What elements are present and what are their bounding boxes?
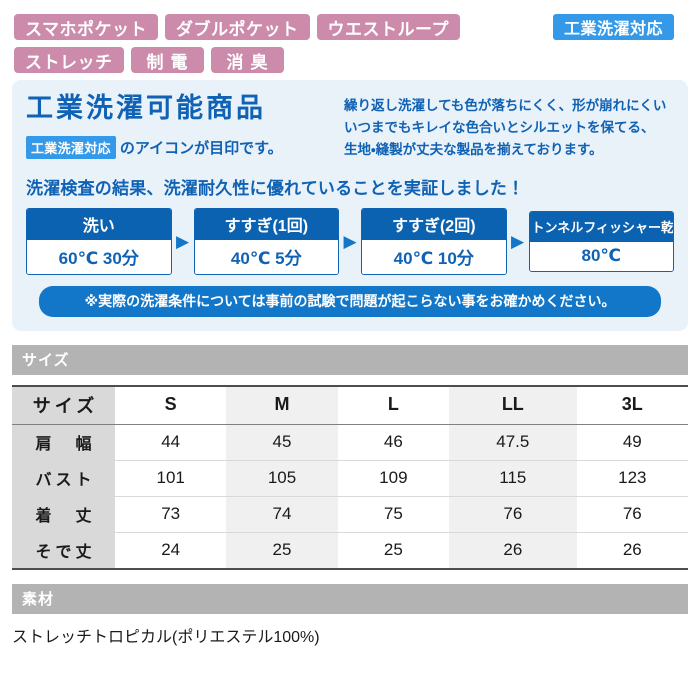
flow-step-wash-value: 60℃ 30分 [27,239,171,274]
size-cell-length-l: 75 [337,496,450,533]
badge-industrial-wash: 工業洗濯対応 [552,14,674,40]
size-table-col-size: サイズ [12,384,115,425]
panel-title: 工業洗濯可能商品 [26,93,266,123]
panel-description: 繰り返し洗濯しても色が落ちにくく、形が崩れにくい いつまでもキレイな色合いとシル… [344,92,674,161]
panel-top-row: 工業洗濯可能商品 工業洗濯対応 のアイコンが目印です。 繰り返し洗濯しても色が落… [26,92,674,161]
size-table-col-3l: 3L [576,384,688,425]
flow-arrow-icon-2: ▶ [343,231,357,251]
size-table-header-row: サイズ S M L LL 3L [12,384,688,425]
size-row-label-shoulder: 肩 幅 [12,424,115,461]
size-cell-shoulder-m: 45 [226,424,338,461]
badge-double-pocket: ダブルポケット [165,14,310,40]
size-cell-bust-m: 105 [226,460,338,497]
size-cell-bust-s: 101 [115,460,227,497]
size-cell-sleeve-l: 25 [337,532,450,570]
flow-arrow-icon-3: ▶ [510,231,525,251]
size-table-head: サイズ S M L LL 3L [12,384,688,425]
flow-step-rinse-1-value: 40℃ 5分 [194,239,338,274]
size-table-col-m: M [226,384,338,425]
table-row: そで丈 24 25 25 26 26 [12,532,688,570]
size-table-body: 肩 幅 44 45 46 47.5 49 バスト 101 105 109 115… [12,424,688,570]
wash-process-flow: 洗い 60℃ 30分 ▶ すすぎ(1回) 40℃ 5分 ▶ すすぎ(2回) 40… [26,207,674,275]
badge-smartphone-pocket: スマホポケット [14,14,158,40]
size-cell-length-s: 73 [115,496,227,533]
size-row-label-sleeve: そで丈 [12,532,115,570]
table-row: バスト 101 105 109 115 123 [12,460,688,497]
size-row-label-bust: バスト [12,460,115,497]
size-cell-bust-3l: 123 [576,460,688,497]
size-cell-sleeve-m: 25 [226,532,338,570]
size-row-label-length: 着 丈 [12,496,115,533]
badge-antistatic: 制電 [130,47,204,73]
panel-description-line-1: 繰り返し洗濯しても色が落ちにくく、形が崩れにくい [344,98,667,113]
panel-description-line-2: いつまでもキレイな色合いとシルエットを保てる、 [344,119,655,135]
wash-condition-note: ※実際の洗濯条件については事前の試験で問題が起こらない事をお確かめください。 [38,285,662,317]
wash-test-headline: 洗濯検査の結果、洗濯耐久性に優れていることを実証しました！ [26,178,525,198]
flow-step-tunnel-dry: トンネルフィッシャー乾燥 80℃ [528,210,674,272]
size-cell-shoulder-ll: 47.5 [449,424,577,461]
badge-row-1: スマホポケット ダブルポケット ウエストループ 工業洗濯対応 [14,14,688,40]
flow-step-rinse-2: すすぎ(2回) 40℃ 10分 [361,207,507,275]
section-header-size: サイズ [12,344,688,375]
feature-badges: スマホポケット ダブルポケット ウエストループ 工業洗濯対応 ストレッチ 制電 … [0,0,700,73]
size-cell-shoulder-l: 46 [337,424,450,461]
flow-step-rinse-2-value: 40℃ 10分 [362,239,506,274]
size-cell-length-3l: 76 [576,496,688,533]
material-description: ストレッチトロピカル(ポリエステル100%) [12,628,320,646]
size-table-col-ll: LL [449,384,577,425]
size-cell-length-m: 74 [226,496,338,533]
section-header-material: 素材 [12,583,688,614]
size-cell-bust-l: 109 [337,460,450,497]
badge-deodorant: 消臭 [210,47,284,73]
table-row: 着 丈 73 74 75 76 76 [12,496,688,533]
size-cell-shoulder-3l: 49 [576,424,688,461]
size-cell-sleeve-3l: 26 [576,532,688,570]
size-cell-bust-ll: 115 [449,460,577,497]
panel-icon-line: 工業洗濯対応 のアイコンが目印です。 [26,136,344,160]
size-cell-length-ll: 76 [449,496,577,533]
badge-stretch: ストレッチ [14,47,124,73]
flow-step-wash: 洗い 60℃ 30分 [26,207,172,275]
panel-left-column: 工業洗濯可能商品 工業洗濯対応 のアイコンが目印です。 [26,92,344,160]
industrial-wash-panel: 工業洗濯可能商品 工業洗濯対応 のアイコンが目印です。 繰り返し洗濯しても色が落… [12,80,688,331]
size-table-col-l: L [337,384,450,425]
size-cell-sleeve-s: 24 [115,532,227,570]
table-row: 肩 幅 44 45 46 47.5 49 [12,424,688,461]
size-table-col-s: S [115,384,227,425]
size-cell-sleeve-ll: 26 [449,532,577,570]
flow-arrow-icon-1: ▶ [175,231,190,251]
badge-waist-loop: ウエストループ [316,14,460,40]
panel-description-line-3: 生地・縫製が丈夫な製品を揃えております。 [344,141,603,157]
flow-step-rinse-1-title: すすぎ(1回) [194,208,338,240]
inline-badge-industrial-wash: 工業洗濯対応 [26,136,116,160]
badge-row-2: ストレッチ 制電 消臭 [14,47,688,73]
size-table-wrapper: サイズ S M L LL 3L 肩 幅 44 45 46 47.5 49 バスト… [12,384,688,570]
flow-step-tunnel-dry-value: 80℃ [529,241,673,271]
panel-icon-note: のアイコンが目印です。 [119,140,283,158]
flow-step-rinse-1: すすぎ(1回) 40℃ 5分 [193,207,339,275]
flow-step-wash-title: 洗い [27,208,171,240]
flow-step-rinse-2-title: すすぎ(2回) [362,208,506,240]
size-table: サイズ S M L LL 3L 肩 幅 44 45 46 47.5 49 バスト… [12,384,688,570]
size-cell-shoulder-s: 44 [115,424,227,461]
flow-step-tunnel-dry-title: トンネルフィッシャー乾燥 [529,211,673,242]
